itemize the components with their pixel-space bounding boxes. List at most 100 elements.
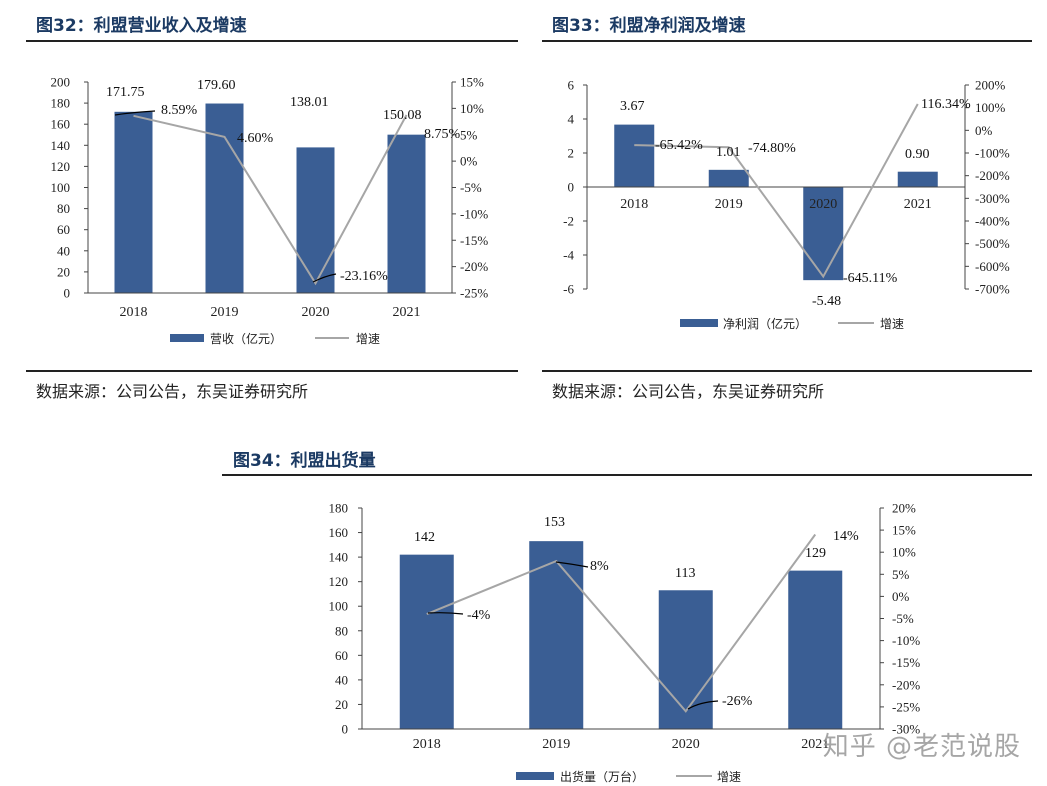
bar-2020 [803, 187, 844, 281]
figure-32-chart: 0 20 40 60 80 100 120 140 160 180 200 -25% -20% -15% -… [51, 75, 489, 347]
right-axis-tick-label: 0% [975, 123, 993, 138]
growth-label-leader [687, 700, 719, 710]
bar-data-label-2018: 171.75 [106, 85, 145, 100]
growth-label-leader [312, 273, 337, 283]
growth-line [133, 114, 408, 286]
right-axis-tick-label: -600% [975, 259, 1010, 274]
growth-line [634, 103, 919, 279]
bar-2020 [658, 590, 713, 729]
growth-data-label-2020: -26% [722, 694, 753, 709]
legend-line-label: 增速 [356, 332, 380, 346]
category-label-2018: 2018 [620, 197, 648, 212]
growth-data-label-2021: 14% [833, 529, 859, 544]
figure-32-top-rule [26, 40, 518, 42]
right-axis-tick-label: -20% [460, 259, 488, 274]
bar-data-label-2021: 129 [805, 546, 826, 561]
left-axis-tick-label: 40 [335, 672, 348, 687]
bar-data-label-2019: 1.01 [716, 145, 741, 160]
right-axis-tick-label: -100% [975, 146, 1010, 161]
category-label-2019: 2019 [542, 737, 570, 752]
right-axis-tick-label: 15% [892, 523, 916, 538]
right-axis-tick-label: -20% [892, 677, 920, 692]
right-axis-tick-label: 10% [460, 101, 484, 116]
left-axis-tick-label: 180 [51, 96, 71, 111]
growth-data-label-2019: -74.80% [748, 141, 796, 156]
bar-2018 [399, 554, 454, 729]
bar-data-label-2018: 142 [414, 530, 435, 545]
left-axis-tick-label: 60 [57, 222, 70, 237]
right-axis-tick-label: 0% [892, 589, 910, 604]
left-axis-tick-label: 80 [57, 201, 70, 216]
growth-line [426, 533, 817, 713]
left-axis-tick-label: 40 [57, 243, 70, 258]
bar-data-label-2021: 0.90 [905, 147, 930, 162]
bar-2021 [387, 134, 426, 293]
right-axis-tick-label: 200% [975, 78, 1006, 93]
bar-data-label-2018: 3.67 [620, 99, 645, 114]
legend-bar-swatch [170, 334, 204, 342]
bar-2021 [788, 570, 843, 729]
right-axis-tick-label: -5% [460, 180, 482, 195]
growth-data-label-2018: 8.59% [161, 103, 198, 118]
legend-line-label: 增速 [880, 317, 904, 331]
right-axis-tick-label: -700% [975, 282, 1010, 297]
legend-bar-label: 营收（亿元） [210, 331, 282, 346]
left-axis-tick-label: -4 [563, 248, 574, 263]
right-axis-tick-label: -400% [975, 214, 1010, 229]
figure-32-title: 图32：利盟营业收入及增速 [36, 16, 247, 36]
bar-data-label-2020: -5.48 [812, 294, 841, 309]
growth-data-label-2019: 4.60% [237, 131, 274, 146]
figure-34-title: 图34：利盟出货量 [233, 451, 376, 471]
bar-data-label-2020: 113 [675, 566, 695, 581]
left-axis-tick-label: 4 [568, 112, 575, 127]
bar-2019 [708, 169, 749, 187]
figure-33-title: 图33：利盟净利润及增速 [552, 16, 746, 36]
category-label-2018: 2018 [413, 737, 441, 752]
left-axis-tick-label: 200 [51, 75, 71, 90]
left-axis-tick-label: 0 [342, 722, 349, 737]
right-axis-tick-label: -300% [975, 191, 1010, 206]
right-axis-tick-label: -25% [460, 286, 488, 301]
growth-data-label-2021: 116.34% [921, 97, 971, 112]
legend-bar-label: 净利润（亿元） [723, 316, 807, 331]
bar-2019 [529, 541, 584, 729]
category-label-2019: 2019 [211, 305, 239, 320]
right-axis-tick-label: 100% [975, 100, 1006, 115]
right-axis-tick-label: -200% [975, 168, 1010, 183]
right-axis-tick-label: -500% [975, 236, 1010, 251]
right-axis-tick-label: 10% [892, 545, 916, 560]
growth-data-label-2018: -65.42% [655, 138, 703, 153]
legend-bar-label: 出货量（万台） [560, 769, 644, 784]
left-axis-tick-label: 180 [329, 501, 349, 516]
category-label-2019: 2019 [715, 197, 743, 212]
bar-data-label-2020: 138.01 [290, 95, 329, 110]
right-axis-tick-label: -30% [892, 722, 920, 737]
left-axis-tick-label: -6 [563, 282, 574, 297]
category-label-2020: 2020 [302, 305, 330, 320]
left-axis-tick-label: 160 [329, 525, 349, 540]
growth-data-label-2021: 8.75% [424, 127, 461, 142]
category-label-2020: 2020 [809, 197, 837, 212]
bar-data-label-2019: 179.60 [197, 78, 236, 93]
left-axis-tick-label: 100 [51, 180, 71, 195]
growth-label-leader [555, 561, 589, 568]
bar-2021 [897, 171, 938, 187]
left-axis-tick-label: 0 [568, 180, 575, 195]
growth-label-leader [114, 110, 156, 116]
growth-data-label-2019: 8% [590, 559, 609, 574]
figure-33-source: 数据来源：公司公告，东吴证券研究所 [552, 382, 825, 401]
left-axis-tick-label: 20 [57, 264, 70, 279]
left-axis-tick-label: 100 [329, 599, 349, 614]
left-axis-tick-label: 120 [51, 159, 71, 174]
right-axis-tick-label: -15% [460, 233, 488, 248]
figure-33-bottom-rule [542, 370, 1032, 372]
legend-bar-swatch [516, 772, 554, 780]
figure-32-source: 数据来源：公司公告，东吴证券研究所 [36, 382, 309, 401]
category-label-2018: 2018 [120, 305, 148, 320]
right-axis-tick-label: 0% [460, 154, 478, 169]
left-axis-tick-label: 0 [64, 286, 71, 301]
figure-33-top-rule [542, 40, 1032, 42]
right-axis-tick-label: 5% [892, 567, 910, 582]
